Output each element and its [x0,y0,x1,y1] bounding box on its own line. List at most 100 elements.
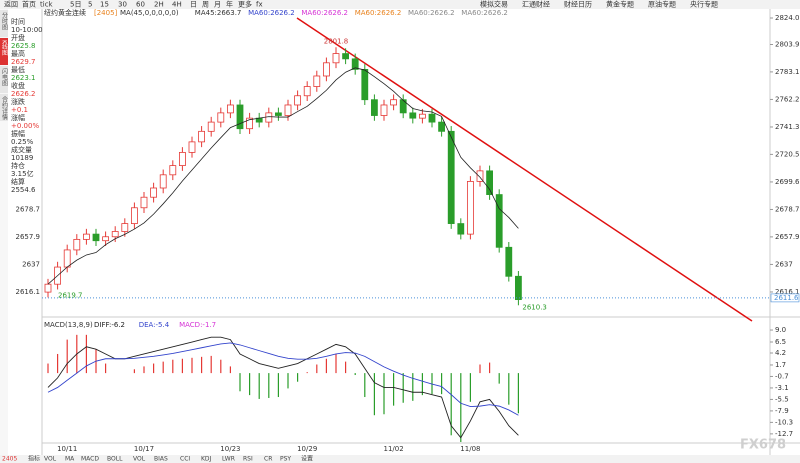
toolbar-button[interactable]: 周 [202,1,209,9]
bottom-tab[interactable]: BOLL [107,456,123,463]
legend-item: DIFF:-6.2 [94,321,125,329]
toolbar-link[interactable]: 模拟交易 [480,0,508,9]
candle-body [495,194,503,248]
candle-body [198,130,206,143]
toolbar-button[interactable]: 首页 [22,0,36,9]
toolbar-button[interactable]: fx [256,1,263,9]
bottom-tab[interactable]: MACD [81,456,99,463]
candle-body [466,181,474,235]
info-value: 10-10:00 [11,26,43,34]
info-label: 开盘 [11,33,25,42]
toolbar-button[interactable]: 2H [154,1,164,9]
bottom-tab[interactable]: RSI [243,456,253,463]
x-tick-label: 10/11 [57,445,77,453]
toolbar-button[interactable]: 月 [214,1,221,9]
info-label: 时间 [11,17,25,26]
info-label: 涨跌 [11,97,25,106]
bottom-tab[interactable]: KDJ [201,456,212,463]
toolbar-button[interactable]: tick [40,1,54,9]
candle-body [284,104,292,116]
toolbar-button[interactable]: 年 [226,0,233,9]
toolbar-button[interactable]: 4H [172,1,182,9]
candle-body [486,170,494,195]
indicator: MA60:2626.2 [248,9,295,17]
candle-body [265,112,273,123]
bottom-tab[interactable]: CR [264,456,272,463]
side-tab[interactable]: 闪电图 [1,67,8,87]
candle-body [418,113,426,119]
toolbar-link[interactable]: 汇通财经 [522,0,550,9]
y-tick-label: 2783.1 [775,68,800,76]
bottom-tab[interactable]: CCI [180,456,190,463]
info-value: 2554.6 [11,186,36,194]
y-tick-label: 2720.5 [775,150,800,158]
toolbar-link[interactable]: 央行专题 [690,0,718,9]
side-tab-bg[interactable] [0,10,8,37]
info-value: 10189 [11,154,33,162]
bottom-tab[interactable]: MA [65,456,75,463]
candle-body [505,246,513,277]
side-tab[interactable]: 合约详情 [1,95,8,121]
candle-body [274,112,282,116]
y-tick-label: 2741.3 [775,123,800,131]
bottom-bar-bg [0,455,800,463]
toolbar-link[interactable]: 原油专题 [648,0,676,9]
bottom-tab[interactable]: PSY [280,456,291,463]
candle-body [332,53,340,64]
y-tick-label: -7.9 [775,407,789,415]
indicator: MA45:2663.7 [195,9,242,17]
candle-body [236,104,244,130]
candle-body [515,275,522,301]
toolbar-button[interactable]: 15 [100,1,109,9]
legend-item: MACD:-1.7 [179,321,216,329]
y-tick-label: -10.3 [775,418,793,426]
info-label: 最低 [11,65,25,74]
toolbar-button[interactable]: 30 [118,1,127,9]
side-tab[interactable]: 分时图 [1,11,8,31]
toolbar-button[interactable]: 更多 [238,0,252,9]
candle-body [380,104,388,116]
info-value: 2629.7 [11,58,36,66]
side-tab-bg[interactable] [0,38,8,65]
trend-line [296,17,753,322]
side-tab-bg[interactable] [0,66,8,93]
info-value: +0.00% [11,122,39,130]
toolbar-button[interactable]: 返回 [4,1,18,9]
toolbar-bg [0,0,800,9]
bottom-tab[interactable]: 2405 [2,456,17,463]
toolbar-button[interactable]: 60 [136,1,145,9]
info-label: 持仓 [11,161,25,170]
side-tab[interactable]: K线图 [1,40,8,57]
bottom-tab[interactable]: BIAS [154,456,168,463]
x-tick-label: 11/02 [384,445,404,453]
x-tick-label: 10/17 [134,445,154,453]
toolbar-link[interactable]: 财经日历 [564,0,592,9]
y-tick-label: 2803.9 [775,40,800,48]
x-tick-label: 10/23 [220,445,240,453]
side-tab-bg[interactable] [0,94,8,121]
toolbar-link[interactable]: 黄金专题 [606,0,634,9]
high-label: 2801.8 [324,37,349,45]
x-tick-label: 11/08 [460,445,480,453]
bottom-tab[interactable]: VOL [133,456,146,463]
y-tick-label: -0.7 [775,372,789,380]
bottom-tab[interactable]: LWR [222,456,235,463]
bottom-tab[interactable]: 指标 [28,455,40,463]
bottom-tab[interactable]: 设置 [301,455,313,463]
info-value: 2625.8 [11,42,36,50]
candle-body [111,231,119,238]
candle-body [130,207,138,224]
candle-body [92,233,100,242]
y-tick-label: 2824.0 [775,14,800,22]
legend-item: DEA:-5.4 [139,321,170,329]
toolbar-button[interactable]: 5日 [70,1,81,9]
toolbar-button[interactable]: 日 [190,1,197,9]
toolbar-button[interactable]: 5 [88,1,92,9]
candle-body [178,152,186,166]
indicator: MA(45,0,0,0,0,0) [120,9,179,17]
bottom-tab[interactable]: VOL [44,456,57,463]
annotation: 2619.7 [58,291,83,299]
candle-body [44,283,52,293]
info-label: 收盘 [11,81,25,90]
